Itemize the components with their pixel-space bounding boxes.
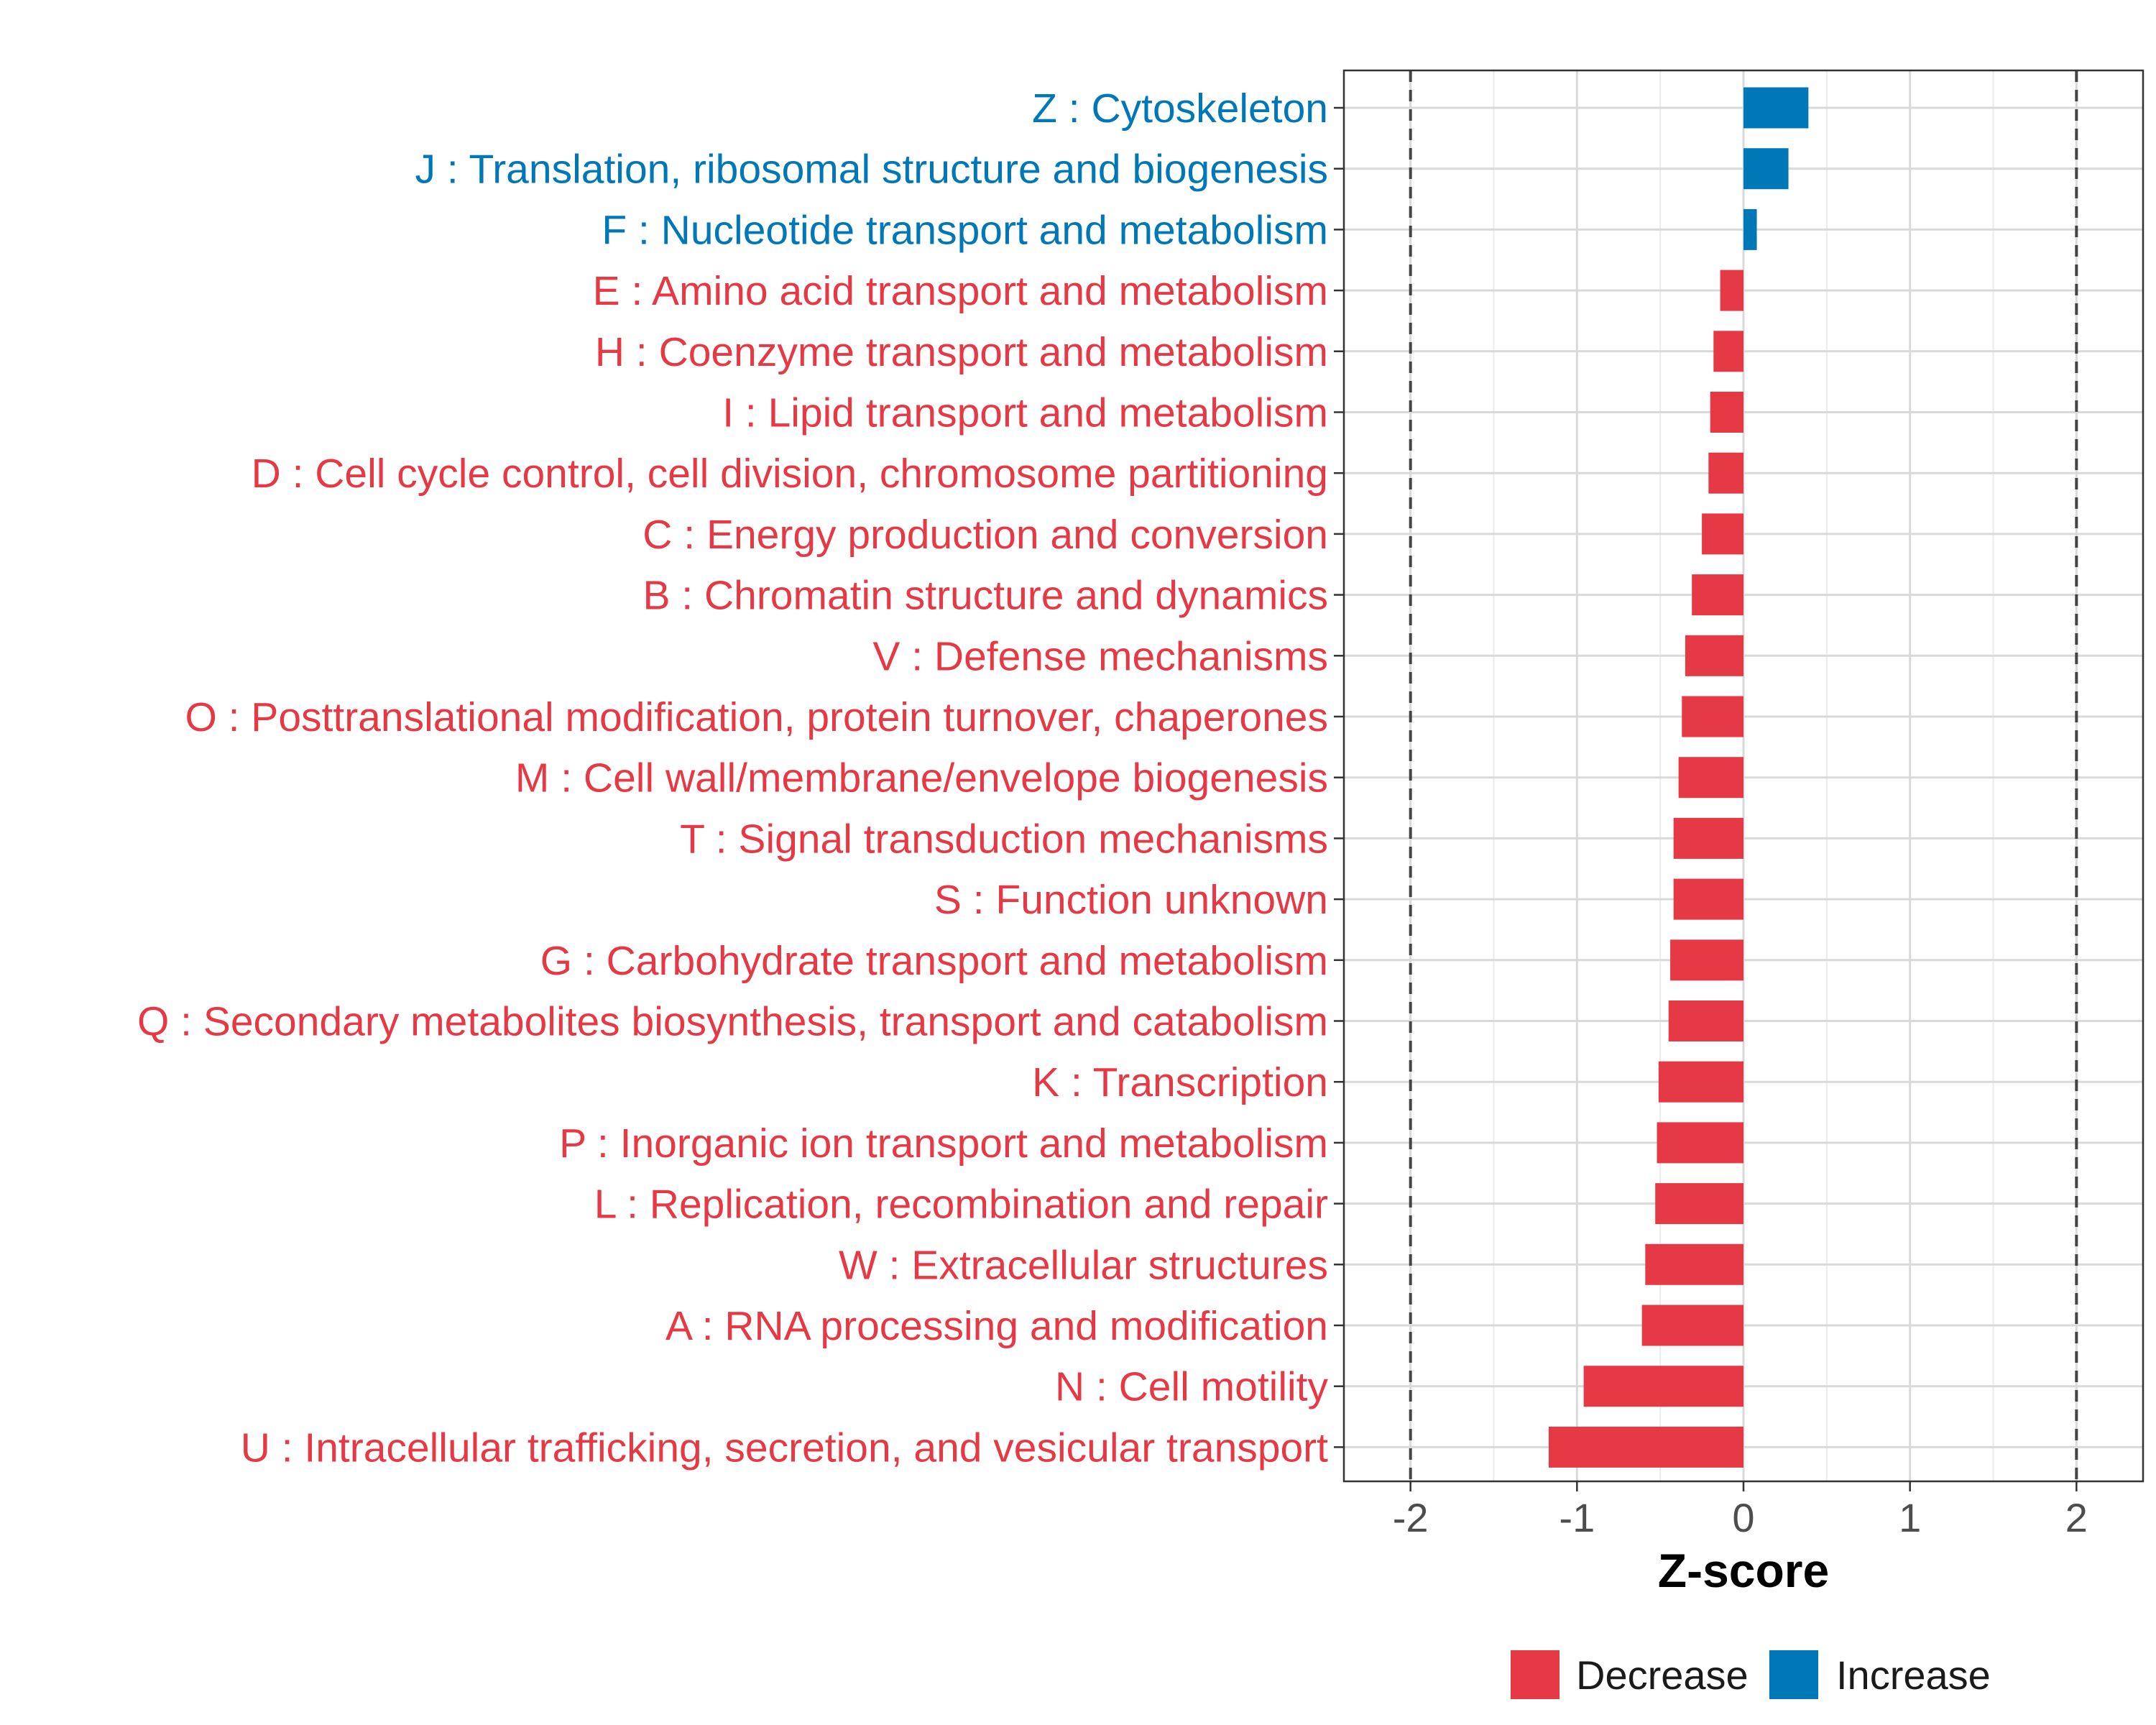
bar <box>1702 513 1743 555</box>
category-label: W : Extracellular structures <box>839 1242 1328 1288</box>
bar <box>1548 1426 1743 1468</box>
category-label: V : Defense mechanisms <box>872 633 1328 679</box>
category-label: N : Cell motility <box>1055 1364 1329 1410</box>
bar <box>1743 87 1809 129</box>
category-label: L : Replication, recombination and repai… <box>594 1182 1328 1228</box>
legend-key <box>1769 1650 1818 1699</box>
category-label: E : Amino acid transport and metabolism <box>593 268 1328 314</box>
reference-line-layer <box>1409 70 2078 1481</box>
category-label: C : Energy production and conversion <box>642 512 1328 558</box>
bar <box>1673 817 1743 859</box>
category-label: A : RNA processing and modification <box>665 1303 1328 1349</box>
bar <box>1678 757 1743 799</box>
x-tick-label: -1 <box>1559 1495 1595 1540</box>
legend-label: Increase <box>1836 1652 1991 1698</box>
x-tick-label: 2 <box>2065 1495 2088 1540</box>
bar <box>1658 1061 1743 1103</box>
bar <box>1720 270 1743 311</box>
x-tick-label: 1 <box>1899 1495 1921 1540</box>
bar <box>1673 878 1743 920</box>
category-label: M : Cell wall/membrane/envelope biogenes… <box>515 755 1328 801</box>
category-label: H : Coenzyme transport and metabolism <box>595 329 1328 375</box>
legend-label: Decrease <box>1576 1652 1749 1698</box>
category-label: U : Intracellular trafficking, secretion… <box>241 1425 1328 1471</box>
bar <box>1645 1243 1743 1285</box>
bar <box>1641 1305 1743 1346</box>
y-tick-layer: Z : Cytoskeleton J : Translation, ribosom… <box>137 86 1344 1471</box>
bar <box>1743 148 1789 190</box>
bar <box>1685 635 1743 676</box>
legend-key <box>1511 1650 1560 1699</box>
bar <box>1692 574 1743 616</box>
category-label: K : Transcription <box>1032 1059 1328 1105</box>
category-label: Z : Cytoskeleton <box>1032 86 1328 132</box>
bar <box>1710 392 1743 433</box>
bar <box>1713 331 1743 372</box>
bar <box>1668 1000 1743 1041</box>
category-label: F : Nucleotide transport and metabolism <box>602 207 1328 253</box>
category-label: B : Chromatin structure and dynamics <box>642 573 1328 619</box>
bar <box>1583 1366 1743 1407</box>
x-tick-label: -2 <box>1393 1495 1429 1540</box>
category-label: G : Carbohydrate transport and metabolis… <box>540 938 1328 984</box>
category-label: O : Posttranslational modification, prot… <box>185 694 1328 740</box>
x-tick-layer: -2 -1 0 1 2 <box>1393 1481 2088 1540</box>
category-label: I : Lipid transport and metabolism <box>722 390 1328 436</box>
x-tick-label: 0 <box>1732 1495 1754 1540</box>
bar <box>1708 452 1743 494</box>
category-label: J : Translation, ribosomal structure and… <box>415 147 1328 193</box>
bar <box>1657 1122 1743 1164</box>
x-axis-title: Z-score <box>1658 1544 1829 1597</box>
category-label: T : Signal transduction mechanisms <box>680 816 1328 862</box>
category-label: S : Function unknown <box>934 877 1328 923</box>
bar <box>1670 939 1743 981</box>
category-label: Q : Secondary metabolites biosynthesis, … <box>137 999 1328 1045</box>
category-label: D : Cell cycle control, cell division, c… <box>252 451 1328 497</box>
legend: Decrease Increase <box>1511 1650 1991 1699</box>
bar <box>1743 208 1757 250</box>
bar-layer <box>1548 87 1809 1468</box>
bar <box>1655 1183 1743 1225</box>
category-label: P : Inorganic ion transport and metaboli… <box>559 1121 1328 1167</box>
bar <box>1682 696 1743 737</box>
